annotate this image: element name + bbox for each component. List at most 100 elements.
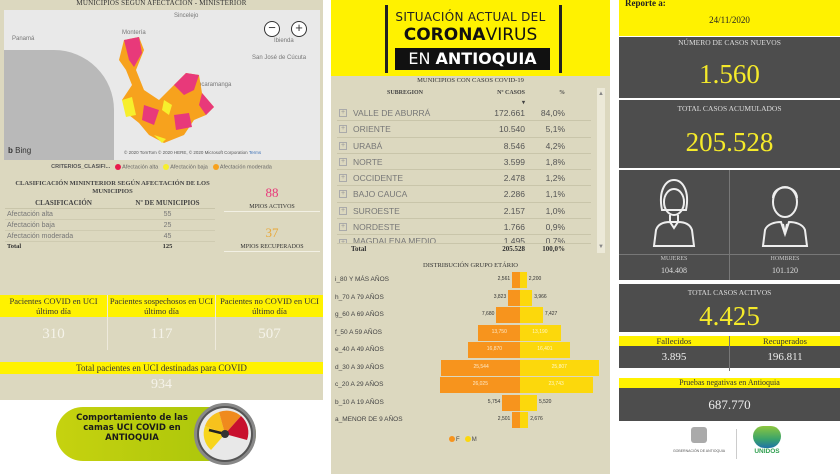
value-label-f: 7,680 [481,311,495,317]
table-header: SUBREGION Nº CASOS ▾ % [386,90,565,106]
sort-by-cases-header[interactable]: Nº CASOS ▾ [497,90,525,106]
footer-logos: GOBERNACIÓN DE ANTIOQUIA UNIDOS [619,424,840,474]
bar-female[interactable] [496,307,520,323]
municipality-map[interactable]: Sincelejo Montería Panamá Bucaramanga Sa… [4,10,320,160]
bar-male[interactable] [520,307,543,323]
legend-item-alta[interactable]: Afectación alta [115,163,158,170]
value-label-m: 25,807 [551,363,567,370]
map-label: Ibienda [274,38,294,44]
expand-icon[interactable]: + [339,206,347,215]
expand-icon[interactable]: + [339,174,347,183]
men-card: HOMBRES 101.120 [730,170,840,280]
age-chart-legend: F M [449,436,477,443]
mpios-empty-card [224,252,320,287]
total-cases-card: TOTAL CASOS ACUMULADOS 205.528 [619,100,840,168]
expand-icon[interactable]: + [339,157,347,166]
bar-male[interactable] [520,324,561,341]
bar-male[interactable] [520,412,529,428]
hero-banner: SITUACIÓN ACTUAL DEL CORONAVIRUS EN ANTI… [331,0,610,76]
table-row: + ORIENTE 10.540 5,1% [337,121,591,138]
man-icon [761,186,809,247]
bar-female[interactable] [441,359,520,376]
terms-link[interactable]: Terms [248,150,262,155]
bar-female[interactable] [468,342,520,358]
bar-female[interactable] [508,289,520,306]
classification-title: CLASIFICACIÓN MININTERIOR SEGÚN AFECTACI… [15,180,210,195]
unidos-logo: UNIDOS [747,426,787,455]
legend-item-baja[interactable]: Afectación baja [163,163,208,170]
bar-male[interactable] [520,394,537,411]
bar-male[interactable] [520,377,593,393]
map-title: MUNICIPIOS SEGÚN AFECTACIÓN - MINISTERIO… [76,0,247,7]
legend-field: CRITERIOS_CLASIFI... [51,164,111,170]
legend-item-m[interactable]: M [464,436,477,443]
bar-female[interactable] [502,394,520,411]
bing-logo: b Bing [8,146,32,155]
age-label: e_40 A 49 AÑOS [335,346,384,353]
expand-icon[interactable]: + [339,239,347,244]
mpios-activos-card: 88 MPIOS ACTIVOS [224,172,320,212]
table-total-row: Total 125 [7,243,173,250]
legend-item-f[interactable]: F [449,436,460,443]
age-row: h_70 A 79 AÑOS 3,823 3,966 [331,289,610,306]
uci-behavior-banner[interactable]: Comportamiento de las camas UCI COVID en… [54,403,256,465]
bar-male[interactable] [520,342,571,358]
table-row: + NORTE 3.599 1,8% [337,154,591,171]
table-row: + URABÁ 8.546 4,2% [337,138,591,154]
banner-text: Comportamiento de las camas UCI COVID en… [76,413,188,443]
map-label: Panamá [12,36,35,42]
age-row: e_40 A 49 AÑOS 16,870 16,401 [331,342,610,358]
table-scrollbar[interactable]: ▲ ▼ [597,88,605,253]
map-label: Bucaramanga [194,82,232,88]
active-cases-card: TOTAL CASOS ACTIVOS 4.425 [619,284,840,332]
map-zoom-in-button[interactable]: + [291,21,307,37]
expand-icon[interactable]: + [339,109,347,117]
age-pyramid-chart: i_80 Y MÁS AÑOS 2,561 2,200 h_70 A 79 AÑOS 3… [331,272,610,447]
bar-male[interactable] [520,289,533,306]
age-row: i_80 Y MÁS AÑOS 2,561 2,200 [331,272,610,288]
bar-female[interactable] [512,272,520,288]
deaths-recovered: Fallecidos 3.895 Recuperados 196.811 [619,336,840,371]
age-row: f_50 A 59 AÑOS 13,750 13,190 [331,324,610,341]
legend-item-moderada[interactable]: Afectación moderada [212,163,272,170]
legend-dot-icon [449,436,455,442]
total-uci-card: Total pacientes en UCI destinadas para C… [0,362,323,400]
table-row: + BAJO CAUCA 2.286 1,1% [337,186,591,203]
scroll-down-icon[interactable]: ▼ [598,244,604,250]
report-date-card: Reporte a: 24/11/2020 [619,0,840,36]
uci-covid-card: Pacientes COVID en UCI último día 310 [0,295,108,350]
table-row: Afectación baja 25 [5,220,215,231]
bar-male[interactable] [520,272,527,288]
scroll-up-icon[interactable]: ▲ [598,91,604,97]
age-row: g_60 A 69 AÑOS 7,680 7,427 [331,307,610,323]
age-row: d_30 A 39 AÑOS 25,544 25,807 [331,359,610,376]
value-label-m: 2,200 [528,276,542,282]
coat-of-arms-icon [691,427,707,443]
expand-icon[interactable]: + [339,125,347,134]
bar-male[interactable] [520,359,600,376]
table-row: + VALLE DE ABURRÁ 172.661 84,0% [337,105,591,122]
table-row: + MAGDALENA MEDIO 1.495 0,7% [337,235,591,245]
bar-female[interactable] [512,412,520,428]
sort-desc-icon: ▾ [521,100,525,106]
expand-icon[interactable]: + [339,223,347,232]
unidos-heart-icon [753,426,781,448]
classification-table: CLASIFICACIÓN Nº DE MUNICIPIOS Afectació… [5,197,215,252]
expand-icon[interactable]: + [339,141,347,150]
value-label-m: 2,676 [530,416,543,422]
mpios-recuperados-value: 37 [265,225,279,240]
map-zoom-out-button[interactable]: − [264,21,280,37]
bar-female[interactable] [477,324,520,341]
mpios-recuperados-card: 37 MPIOS RECUPERADOS [224,212,320,252]
legend-dot-icon [464,436,471,442]
value-label-f: 3,823 [493,293,507,300]
uci-suspected-card: Pacientes sospechosos en UCI último día … [108,295,216,350]
value-label-m: 5,520 [538,398,552,405]
left-panel: MUNICIPIOS SEGÚN AFECTACIÓN - MINISTERIO… [0,0,323,400]
subregion-table: SUBREGION Nº CASOS ▾ % + VALLE DE ABURRÁ 17… [337,88,591,254]
map-label: Sincelejo [174,13,199,19]
bar-female[interactable] [440,377,520,393]
value-label-f: 25,544 [473,363,489,370]
expand-icon[interactable]: + [339,190,347,199]
hero-line-3: EN ANTIOQUIA [395,48,550,70]
